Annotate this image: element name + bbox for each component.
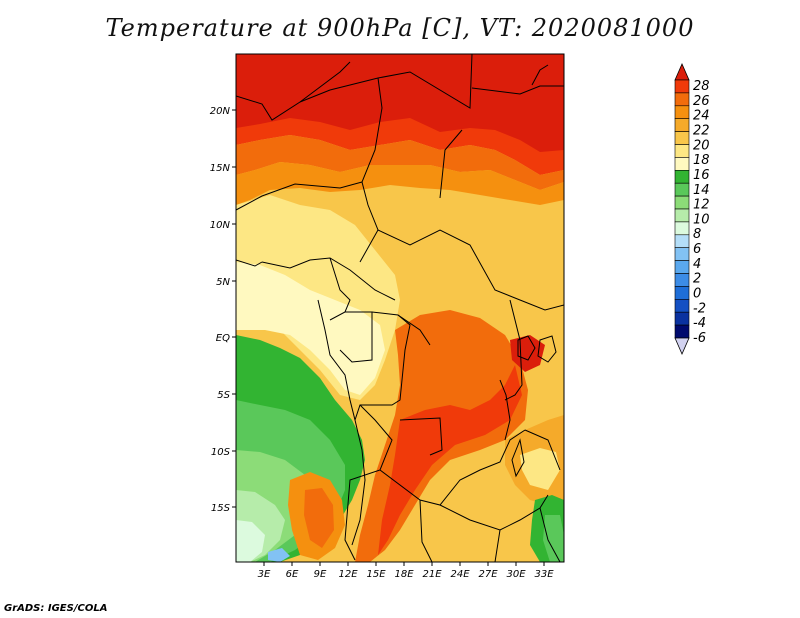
map-plot-area bbox=[236, 54, 564, 562]
warm-blob-sw-inner bbox=[304, 488, 334, 548]
colorbar-swatch bbox=[674, 208, 690, 223]
lon-label: 33E bbox=[534, 569, 554, 580]
colorbar-swatch bbox=[674, 144, 690, 158]
colorbar-swatch bbox=[674, 311, 690, 326]
colorbar-label: 22 bbox=[693, 123, 710, 138]
lon-label: 9E bbox=[314, 569, 327, 580]
colorbar-swatch bbox=[674, 286, 690, 300]
lon-label: 21E bbox=[422, 569, 442, 580]
lat-label: 20N bbox=[210, 106, 231, 117]
colorbar-swatch bbox=[674, 182, 690, 197]
colorbar-label: 28 bbox=[693, 79, 710, 94]
colorbar-swatch bbox=[674, 105, 690, 120]
colorbar-bottom-triangle bbox=[674, 337, 690, 355]
colorbar-swatch bbox=[674, 131, 690, 145]
colorbar-swatch bbox=[674, 273, 690, 287]
colorbar-swatch bbox=[674, 247, 690, 261]
colorbar-top-triangle bbox=[674, 63, 690, 81]
lon-label: 12E bbox=[338, 569, 358, 580]
lat-label: EQ bbox=[216, 333, 230, 344]
lon-label: 6E bbox=[286, 569, 299, 580]
lon-label: 18E bbox=[394, 569, 414, 580]
colorbar-swatch bbox=[674, 195, 690, 210]
colorbar-label: 4 bbox=[693, 257, 701, 272]
map-title: Temperature at 900hPa [C], VT: 202008100… bbox=[105, 14, 695, 42]
colorbar-label: 26 bbox=[693, 94, 710, 109]
colorbar-swatch bbox=[674, 221, 690, 236]
colorbar-label: 16 bbox=[693, 168, 710, 183]
east-green-patch-inner bbox=[543, 515, 564, 562]
colorbar-label: -2 bbox=[693, 301, 706, 316]
east-band-20 bbox=[520, 448, 560, 490]
colorbar-swatch bbox=[674, 260, 690, 274]
colorbar-swatch bbox=[674, 298, 690, 313]
colorbar-label: 20 bbox=[693, 138, 710, 153]
colorbar-swatch bbox=[674, 234, 690, 249]
hot-interior-26 bbox=[378, 365, 522, 555]
colorbar-label: -4 bbox=[693, 316, 706, 331]
contour-cold-blue bbox=[268, 548, 290, 562]
colorbar-label: 2 bbox=[693, 272, 701, 287]
lakes bbox=[499, 64, 557, 478]
colorbar-label: 8 bbox=[693, 227, 701, 242]
lat-label: 15N bbox=[210, 163, 231, 174]
colorbar-swatch bbox=[674, 79, 690, 94]
lon-label: 30E bbox=[506, 569, 526, 580]
lon-label: 15E bbox=[366, 569, 386, 580]
colorbar-label: 10 bbox=[693, 212, 710, 227]
lat-label: 10S bbox=[211, 447, 231, 458]
colorbar-swatch bbox=[674, 324, 690, 339]
country-borders bbox=[236, 54, 564, 562]
lat-label: 5S bbox=[217, 390, 230, 401]
colorbar-swatch bbox=[674, 118, 690, 132]
contour-6 bbox=[236, 520, 265, 562]
colorbar-label: 6 bbox=[693, 242, 701, 257]
colorbar-label: -6 bbox=[693, 331, 706, 346]
colorbar-label: 14 bbox=[693, 183, 710, 198]
lat-label: 10N bbox=[210, 220, 231, 231]
contour-28 bbox=[236, 54, 564, 152]
colorbar-label: 18 bbox=[693, 153, 710, 168]
colorbar-swatch bbox=[674, 157, 690, 171]
lat-label: 15S bbox=[211, 503, 231, 514]
colorbar-label: 24 bbox=[693, 109, 710, 124]
colorbar-label: 12 bbox=[693, 198, 710, 213]
map-frame bbox=[235, 53, 565, 563]
colorbar-swatch bbox=[674, 92, 690, 107]
contour-22 bbox=[236, 162, 564, 205]
lon-label: 24E bbox=[450, 569, 470, 580]
hot-interior-28 bbox=[510, 335, 545, 372]
lat-label: 5N bbox=[216, 277, 230, 288]
lat-axis: 20N 15N 10N 5N EQ 5S 10S 15S bbox=[210, 106, 236, 514]
lon-axis: 3E 6E 9E 12E 15E 18E 21E 24E 27E 30E 33E bbox=[258, 562, 554, 580]
lon-label: 3E bbox=[258, 569, 271, 580]
colorbar-swatch bbox=[674, 170, 690, 184]
lon-label: 27E bbox=[478, 569, 498, 580]
contour-16 bbox=[236, 262, 385, 395]
colorbar-label: 0 bbox=[693, 287, 701, 302]
contour-24 bbox=[236, 135, 564, 190]
footer-credit: GrADS: IGES/COLA bbox=[4, 603, 108, 614]
